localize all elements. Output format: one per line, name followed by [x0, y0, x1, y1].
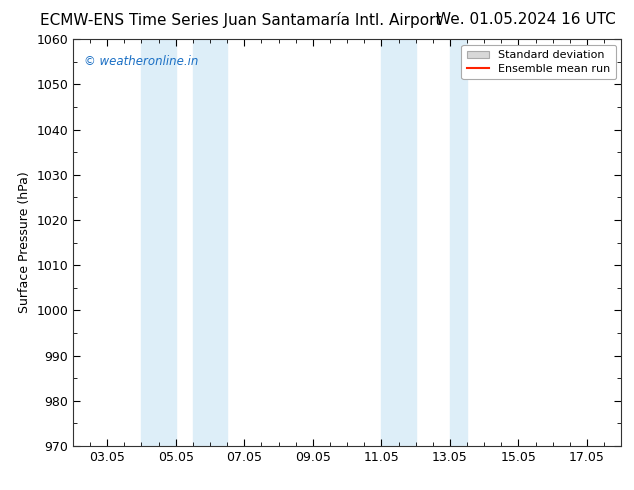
Bar [450, 39, 467, 446]
Text: We. 01.05.2024 16 UTC: We. 01.05.2024 16 UTC [436, 12, 616, 27]
Bar [141, 39, 176, 446]
Text: © weatheronline.in: © weatheronline.in [84, 55, 198, 69]
Text: ECMW-ENS Time Series Juan Santamaría Intl. Airport: ECMW-ENS Time Series Juan Santamaría Int… [40, 12, 442, 28]
Y-axis label: Surface Pressure (hPa): Surface Pressure (hPa) [18, 172, 30, 314]
Bar [193, 39, 227, 446]
Legend: Standard deviation, Ensemble mean run: Standard deviation, Ensemble mean run [462, 45, 616, 79]
Bar [382, 39, 416, 446]
